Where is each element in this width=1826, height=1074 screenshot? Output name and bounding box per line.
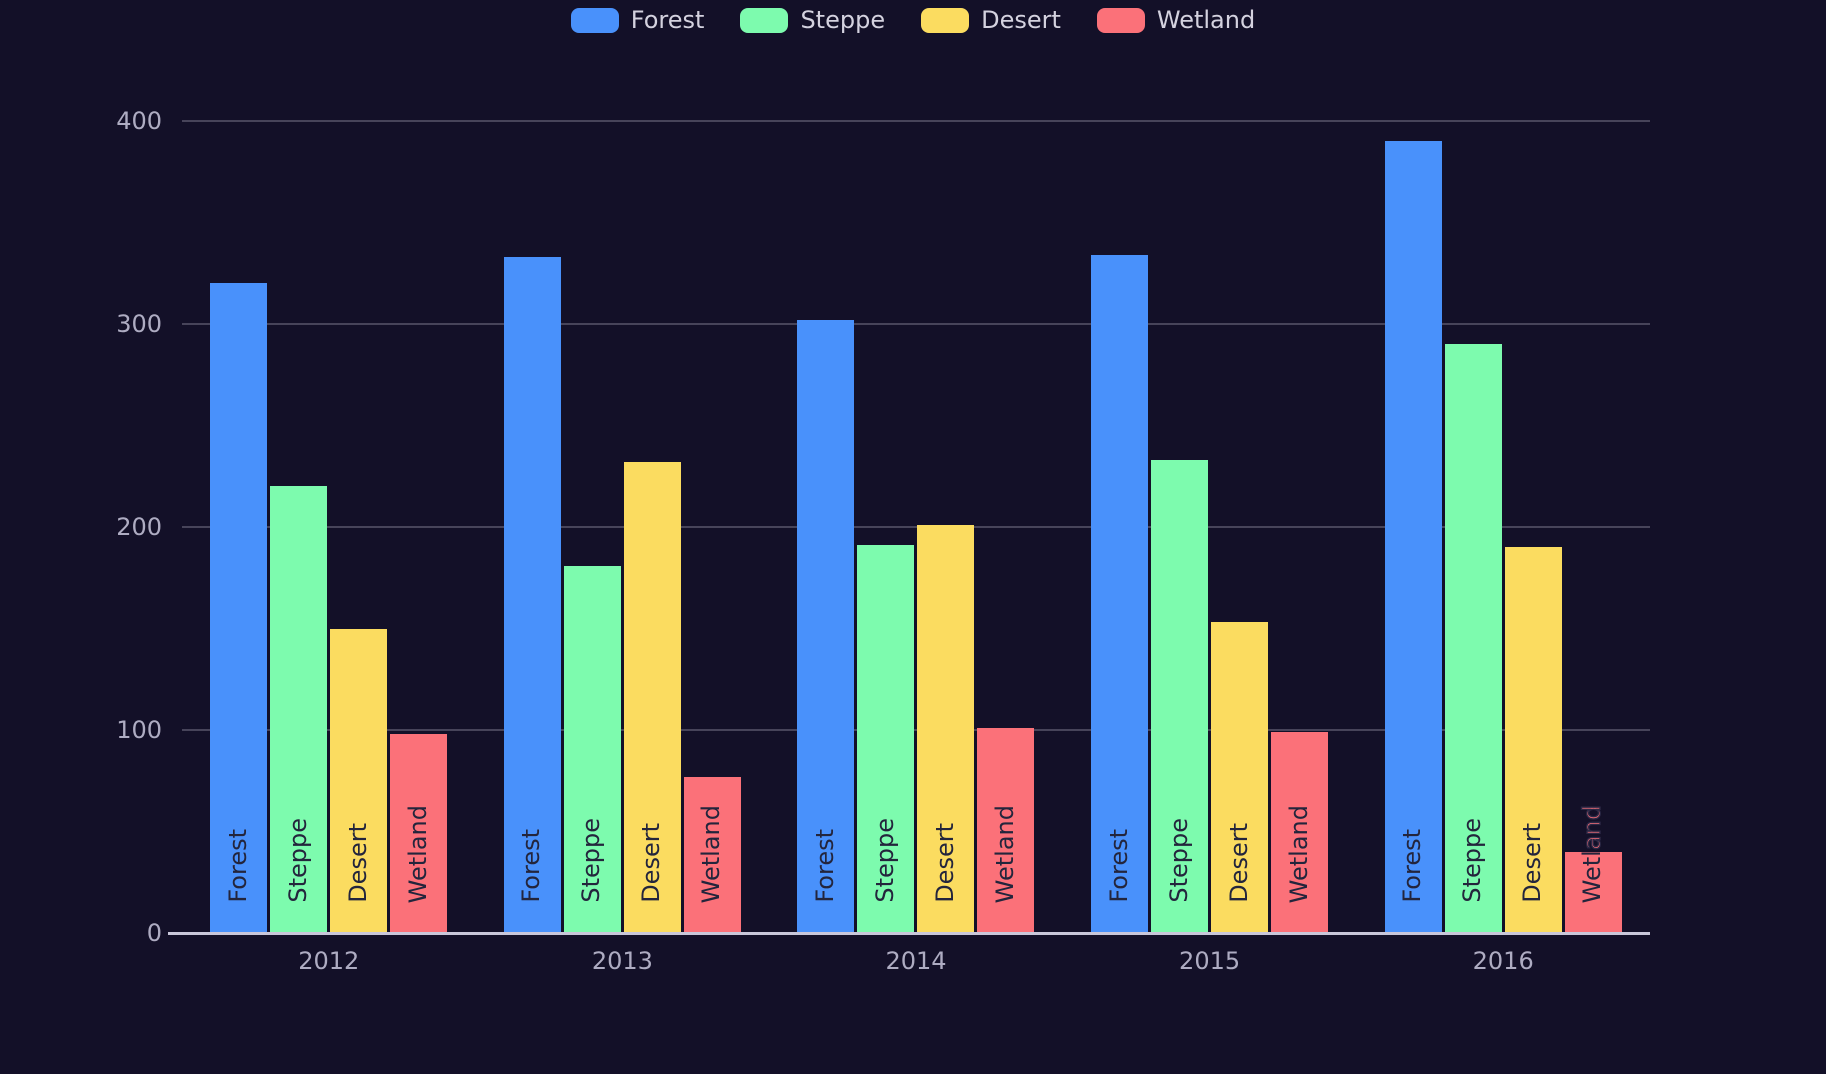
bar-label-steppe: Steppe <box>871 818 900 903</box>
bar-2014-desert[interactable]: Desert <box>917 524 975 933</box>
bar-label-anchor: Steppe <box>1458 818 1487 903</box>
bar-label-desert: Desert <box>344 823 372 903</box>
bar-2012-forest[interactable]: Forest <box>210 283 268 933</box>
legend-label: Wetland <box>1156 6 1256 34</box>
bar-label-anchor: Forest <box>1104 829 1134 903</box>
bar-2012-steppe[interactable]: Steppe <box>270 486 328 933</box>
bar-label-anchor: Forest <box>1398 829 1427 903</box>
bar-label-anchor: Wetland <box>697 804 727 903</box>
bar-label-forest: Forest <box>224 829 252 903</box>
x-axis-label-2015: 2015 <box>1179 947 1241 975</box>
grid-line-300 <box>182 323 1650 325</box>
plot-area: Forest Steppe Desert Wetland Forest Steppe Des… <box>168 120 1650 935</box>
legend-swatch-wetland <box>1096 7 1145 33</box>
bar-2014-steppe[interactable]: Steppe <box>857 545 915 933</box>
bar-label-wetland: Wetland <box>991 804 1020 903</box>
bar-group-2012: Forest Steppe Desert Wetland <box>182 121 476 933</box>
bar-group-2015: Forest Steppe Desert Wetland <box>1063 121 1357 933</box>
bar-label-anchor: Forest <box>517 829 547 903</box>
bar-2013-wetland[interactable]: Wetland <box>683 776 741 933</box>
y-tick-label-400: 400 <box>116 107 162 135</box>
y-tick-label-200: 200 <box>116 513 162 541</box>
bar-2013-desert[interactable]: Desert <box>623 462 681 933</box>
bar-label-anchor: Steppe <box>871 818 900 903</box>
bar-group-2014: Forest Steppe Desert Wetland <box>769 121 1063 933</box>
bar-label-steppe: Steppe <box>1164 818 1193 903</box>
bar-2015-steppe[interactable]: Steppe <box>1151 460 1209 933</box>
bar-label-anchor: Forest <box>811 829 840 903</box>
grid-line-400 <box>182 120 1650 122</box>
bar-label-wetland: Wetland <box>1284 804 1313 903</box>
legend-item-wetland[interactable]: Wetland <box>1096 6 1256 34</box>
bar-2012-desert[interactable]: Desert <box>330 628 388 933</box>
bar-label-desert: Desert <box>1518 823 1547 903</box>
bar-label-anchor: Steppe <box>1164 818 1194 903</box>
bar-label-anchor: Wetland <box>404 804 433 903</box>
bar-2014-wetland[interactable]: Wetland <box>977 727 1035 933</box>
x-axis-label-2016: 2016 <box>1472 947 1534 975</box>
legend-item-desert[interactable]: Desert <box>921 6 1061 34</box>
x-axis-label-2014: 2014 <box>885 947 947 975</box>
axis-baseline <box>168 932 1650 935</box>
bar-label-anchor: Steppe <box>284 818 313 903</box>
bar-label-desert: Desert <box>931 823 960 903</box>
bar-2014-forest[interactable]: Forest <box>797 319 855 933</box>
bar-label-anchor: Desert <box>1518 823 1547 903</box>
bar-label-wetland: Wetland <box>697 804 726 903</box>
legend-swatch-desert <box>921 7 970 33</box>
chart-legend: Forest Steppe Desert Wetland <box>0 6 1826 34</box>
legend-swatch-steppe <box>740 7 789 33</box>
bar-2013-forest[interactable]: Forest <box>503 257 561 933</box>
y-tick-label-0: 0 <box>146 919 162 947</box>
y-tick-label-100: 100 <box>116 716 162 744</box>
bar-label-steppe: Steppe <box>284 818 312 903</box>
x-axis-label-2012: 2012 <box>298 947 360 975</box>
bar-label-anchor: Desert <box>931 823 960 903</box>
bar-2016-wetland[interactable]: Wetland <box>1564 804 1622 933</box>
bar-2012-wetland[interactable]: Wetland <box>390 734 448 933</box>
grid-line-200 <box>182 526 1650 528</box>
legend-label: Desert <box>981 6 1061 34</box>
bar-2016-steppe[interactable]: Steppe <box>1444 344 1502 933</box>
legend-label: Forest <box>630 6 705 34</box>
bar-label-forest: Forest <box>811 829 840 903</box>
bar-label-forest: Forest <box>517 829 546 903</box>
bar-label-desert: Desert <box>637 823 666 903</box>
bar-label-anchor: Wetland <box>991 804 1020 903</box>
y-tick-label-300: 300 <box>116 310 162 338</box>
bar-label-steppe: Steppe <box>577 818 606 903</box>
bar-label-desert: Desert <box>1224 823 1253 903</box>
bar-label-anchor: Steppe <box>577 818 607 903</box>
grid-line-100 <box>182 729 1650 731</box>
legend-item-forest[interactable]: Forest <box>570 6 705 34</box>
bar-label-anchor: Wetland <box>1284 804 1314 903</box>
bar-label-forest: Forest <box>1104 829 1133 903</box>
bar-group-2016: Forest Steppe Desert Wetland <box>1356 121 1650 933</box>
bar-group-2013: Forest Steppe Desert Wetland <box>476 121 770 933</box>
bar-label-anchor: Desert <box>1224 823 1254 903</box>
bar-label-wetland: Wetland <box>404 804 432 903</box>
bar-label-forest: Forest <box>1398 829 1427 903</box>
bar-label-anchor: Forest <box>224 829 253 903</box>
bar-label-steppe: Steppe <box>1458 818 1487 903</box>
bar-label-anchor: Desert <box>344 823 373 903</box>
legend-label: Steppe <box>800 6 886 34</box>
bar-2015-desert[interactable]: Desert <box>1211 622 1269 933</box>
bar-2016-desert[interactable]: Desert <box>1504 547 1562 933</box>
bar-label-anchor: Desert <box>637 823 667 903</box>
legend-swatch-forest <box>570 7 619 33</box>
bar-label-anchor: Wetland <box>1578 804 1607 903</box>
bar-2015-forest[interactable]: Forest <box>1091 254 1149 933</box>
bar-label-wetland: Wetland <box>1578 804 1607 903</box>
legend-item-steppe[interactable]: Steppe <box>740 6 885 34</box>
bar-label-inside-part: Wetl <box>1578 849 1607 903</box>
bar-2015-wetland[interactable]: Wetland <box>1271 732 1329 933</box>
x-axis-label-2013: 2013 <box>591 947 653 975</box>
bar-2013-steppe[interactable]: Steppe <box>563 565 621 933</box>
bar-label-overflow-part: and <box>1578 804 1607 851</box>
bar-2016-forest[interactable]: Forest <box>1384 141 1442 933</box>
